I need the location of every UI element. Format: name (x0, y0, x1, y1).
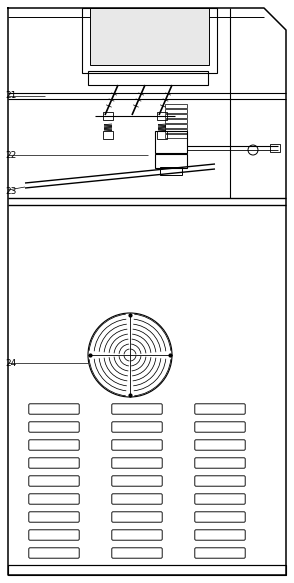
Bar (103, 131, 113, 139)
Bar (155, 131, 187, 153)
Bar (165, 114, 187, 118)
Bar (82, 8, 217, 73)
Text: 21: 21 (5, 92, 16, 100)
Bar (8, 565, 286, 575)
Bar (165, 124, 187, 128)
Bar (165, 104, 187, 108)
Bar (88, 71, 208, 85)
Bar (165, 109, 187, 113)
Bar (157, 112, 167, 120)
Text: 23: 23 (5, 187, 16, 195)
Bar (165, 129, 187, 133)
Bar (165, 119, 187, 123)
Bar (165, 134, 187, 138)
Text: 22: 22 (5, 150, 16, 160)
Text: 24: 24 (5, 359, 16, 367)
Bar (90, 8, 209, 65)
Bar (103, 112, 113, 120)
Bar (155, 154, 187, 168)
Bar (160, 167, 182, 175)
Bar (157, 131, 167, 139)
Bar (270, 144, 280, 152)
